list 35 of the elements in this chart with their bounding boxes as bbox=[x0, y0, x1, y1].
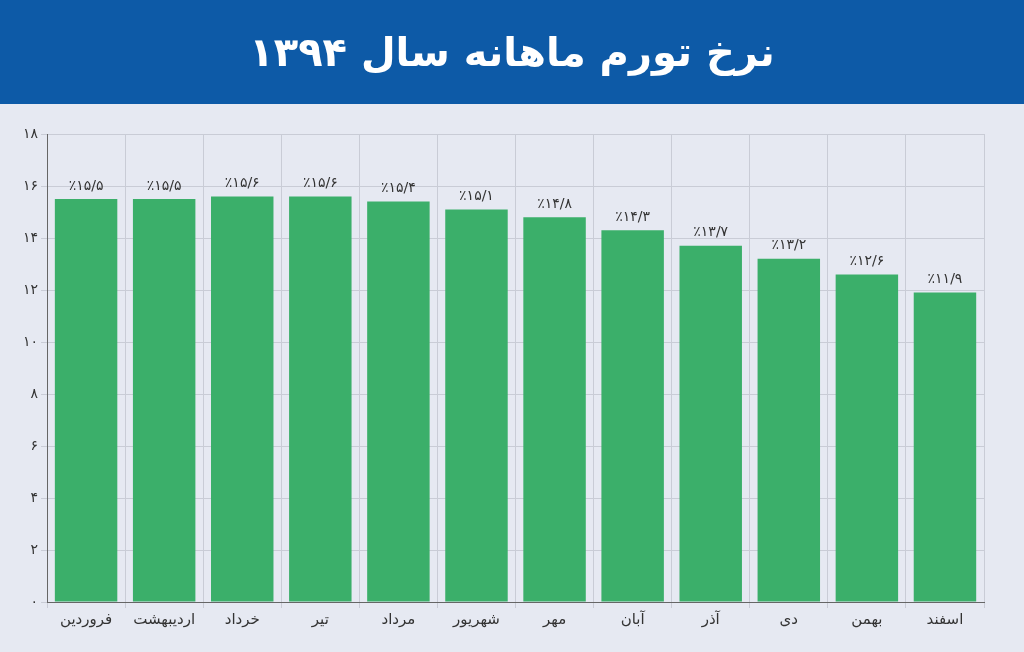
data-label: ٪۱۵/۶ bbox=[302, 174, 338, 191]
x-tick-label: خرداد bbox=[224, 609, 260, 628]
data-label: ٪۱۴/۸ bbox=[537, 194, 573, 211]
data-label: ٪۱۵/۱ bbox=[459, 187, 494, 204]
chart-title: نرخ تورم ماهانه سال ۱۳۹۴ bbox=[0, 0, 1024, 104]
y-tick-label: ۱۲ bbox=[22, 280, 39, 297]
y-tick-label: ۲ bbox=[30, 540, 39, 557]
data-label: ٪۱۵/۴ bbox=[381, 179, 416, 196]
x-tick-label: مهر bbox=[541, 609, 567, 628]
y-tick-label: ۴ bbox=[30, 488, 39, 505]
data-label: ٪۱۴/۳ bbox=[615, 207, 651, 224]
data-label: ٪۱۵/۵ bbox=[146, 176, 182, 193]
data-label: ٪۱۳/۲ bbox=[771, 236, 807, 253]
x-tick-label: اسفند bbox=[926, 609, 964, 628]
y-tick-label: ۱۴ bbox=[22, 228, 39, 245]
y-tick-label: ۰ bbox=[30, 592, 39, 609]
data-label: ٪۱۵/۵ bbox=[68, 176, 104, 193]
x-tick-label: بهمن bbox=[851, 609, 883, 628]
x-tick-label: آبان bbox=[620, 609, 646, 628]
x-tick-label: شهریور bbox=[452, 609, 500, 628]
data-label: ٪۱۱/۹ bbox=[927, 270, 963, 287]
x-tick-label: آذر bbox=[700, 609, 721, 628]
y-tick-label: ۱۸ bbox=[22, 124, 39, 141]
y-tick-label: ۸ bbox=[30, 384, 39, 401]
x-tick-label: فروردین bbox=[59, 609, 113, 628]
y-tick-label: ۶ bbox=[30, 436, 39, 453]
x-tick-label: مرداد bbox=[381, 609, 416, 628]
x-tick-label: اردیبهشت bbox=[133, 609, 196, 628]
y-tick-label: ۱۰ bbox=[22, 332, 39, 349]
x-tick-label: دی bbox=[779, 609, 799, 628]
data-label: ٪۱۲/۶ bbox=[849, 252, 885, 269]
x-tick-label: تیر bbox=[310, 609, 329, 628]
data-label: ٪۱۵/۶ bbox=[224, 174, 260, 191]
y-tick-label: ۱۶ bbox=[22, 176, 39, 193]
data-label: ٪۱۳/۷ bbox=[693, 223, 729, 240]
